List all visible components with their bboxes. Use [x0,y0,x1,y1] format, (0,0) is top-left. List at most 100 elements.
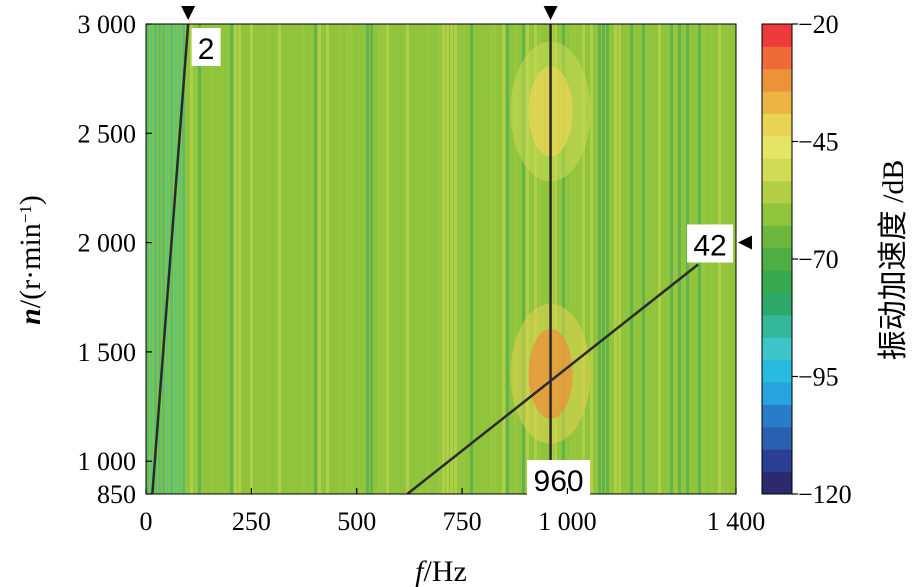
texture-stripe [470,24,473,494]
texture-stripe [630,24,633,494]
texture-stripe [302,24,305,494]
texture-stripe [154,24,157,494]
texture-stripe [170,24,173,494]
texture-stripe [678,24,681,494]
colorbar-segment [762,225,792,249]
colorbar-tick-label: −20 [798,10,839,39]
texture-stripe [178,24,181,494]
y-tick-label: 2 000 [78,229,137,258]
texture-stripe [582,24,585,494]
texture-stripe [174,24,177,494]
texture-stripe [326,24,329,494]
order-labels: 2 42 960 [181,6,752,498]
texture-stripe [386,24,389,494]
y-tick-label: 1 500 [78,338,137,367]
colorbar-segment [762,24,792,47]
texture-stripe [602,24,605,494]
colorbar-segment [762,314,792,338]
x-axis-ticks: 0 250 500 750 1 000 1 400 [140,488,766,536]
texture-stripe [162,24,165,494]
texture-stripe [506,24,509,494]
texture-stripe [338,24,341,494]
colorbar-segment [762,68,792,92]
order-marker-42 [738,235,752,250]
texture-stripe [578,24,581,494]
texture-stripe [378,24,381,494]
texture-stripe [314,24,317,494]
colorbar-segment [762,270,792,294]
colorbar-segment [762,247,792,271]
x-axis-title: f/Hz [415,555,467,587]
colorbar-segment [762,359,792,383]
texture-stripe [670,24,673,494]
texture-stripe [446,24,449,494]
y-axis-ticks: 850 1 000 1 500 2 000 2 500 3 000 [78,10,152,509]
texture-stripe [590,24,593,494]
colorbar-segment [762,113,792,137]
x-tick-label: 750 [443,507,482,536]
texture-stripe [370,24,373,494]
colorbar-segment [762,337,792,361]
y-axis-title: n/(r·min−1) [14,195,47,325]
y-tick-label: 850 [97,480,136,509]
texture-stripe [490,24,493,494]
y-tick-label: 1 000 [78,447,137,476]
texture-stripe [574,24,577,494]
texture-stripe [514,24,517,494]
order-label-box [687,224,734,263]
texture-stripe [266,24,269,494]
texture-stripe [658,24,661,494]
texture-stripe [350,24,353,494]
x-tick-label: 500 [337,507,376,536]
texture-stripe [438,24,441,494]
texture-stripe [562,24,565,494]
y-tick-label: 3 000 [78,10,137,39]
texture-stripe [198,24,201,494]
order-label-960: 960 [534,465,584,498]
texture-stripe [618,24,621,494]
texture-stripe [462,24,465,494]
order-marker-2 [181,6,196,20]
colorbar-title: 振动加速度 /dB [877,160,910,361]
texture-stripe [210,24,213,494]
texture-stripe [382,24,385,494]
texture-stripe [146,24,149,494]
colorbar-segment [762,135,792,159]
texture-stripe [366,24,369,494]
texture-stripe [454,24,457,494]
texture-stripe [166,24,169,494]
texture-stripe [614,24,617,494]
texture-stripe [346,24,349,494]
x-tick-label: 1 000 [538,507,597,536]
texture-stripe [538,24,541,494]
texture-stripe [522,24,525,494]
heatmap-texture [146,24,729,494]
x-tick-label: 1 400 [707,507,766,536]
x-tick-label: 0 [140,507,153,536]
colorbar-tick-label: −95 [798,363,839,392]
texture-stripe [598,24,601,494]
texture-stripe [406,24,409,494]
texture-stripe [642,24,645,494]
texture-stripe [234,24,237,494]
texture-stripe [426,24,429,494]
order-lines [151,24,699,494]
colorbar-segment [762,404,792,428]
texture-stripe [606,24,609,494]
texture-stripe [278,24,281,494]
colorbar-segment [762,449,792,473]
colorbar [761,23,793,495]
colorbar-segment [762,471,792,495]
plot-frame [145,23,737,495]
colorbar-segment [762,292,792,316]
colorbar-segment [762,180,792,204]
texture-stripe [502,24,505,494]
texture-stripe [570,24,573,494]
order-label-box [527,460,591,498]
texture-stripe [238,24,241,494]
texture-stripe [230,24,233,494]
texture-stripe [526,24,529,494]
texture-stripe [158,24,161,494]
colorbar-segment [762,382,792,405]
